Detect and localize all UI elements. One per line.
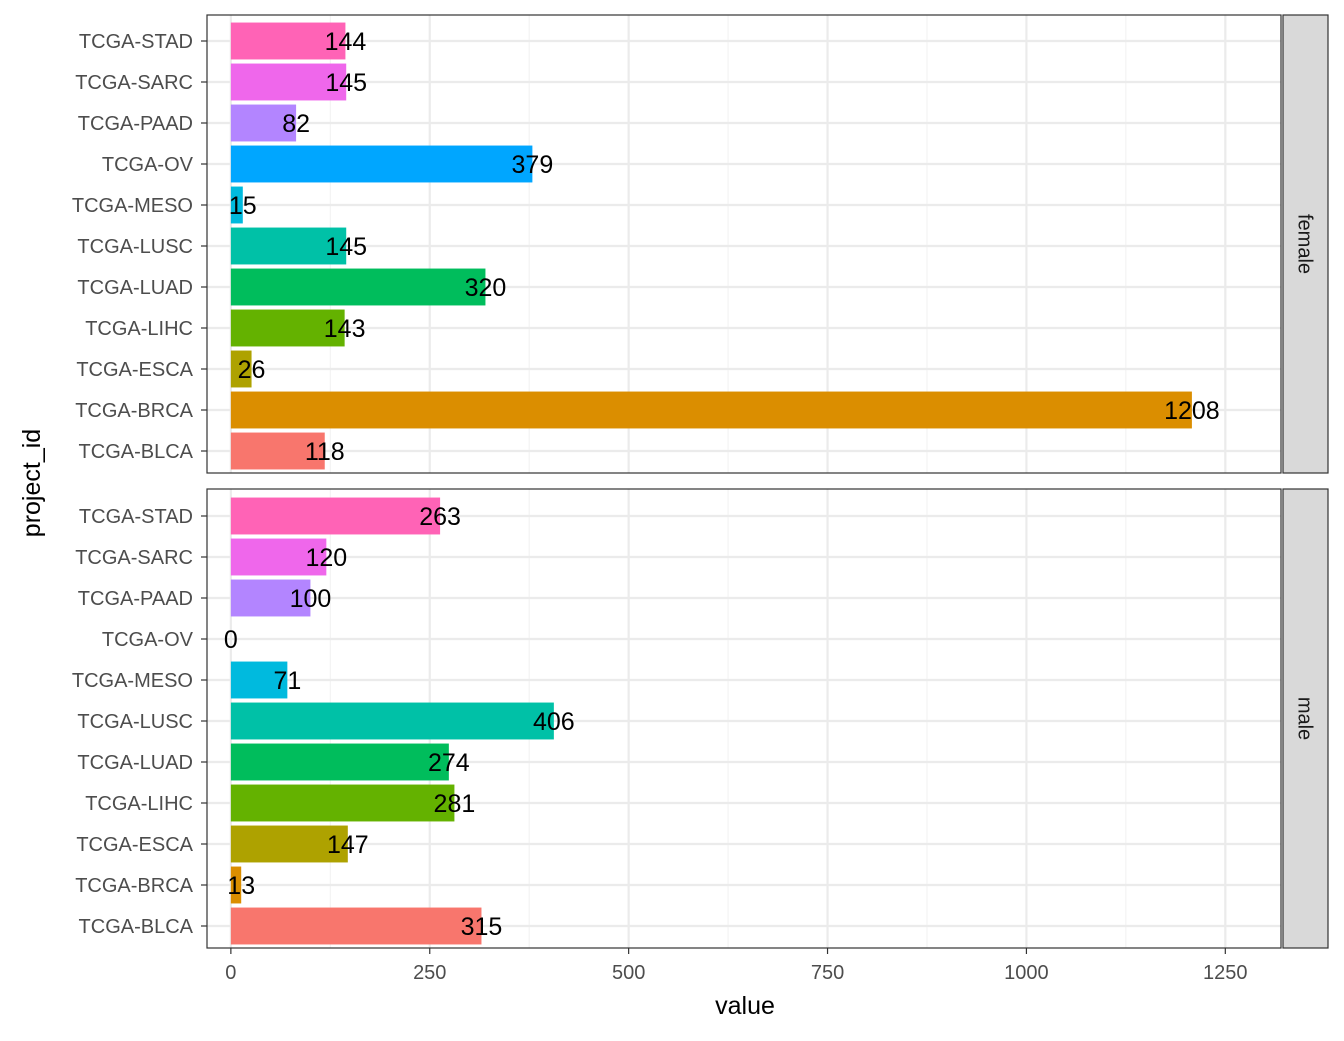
data-label: 1208 [1164,397,1220,425]
data-label: 82 [282,110,310,138]
x-tick-label: 1000 [1004,962,1049,984]
data-label: 100 [290,585,332,613]
y-tick-label: TCGA-BRCA [75,875,193,897]
bar [230,145,533,183]
y-tick-label: TCGA-ESCA [76,834,193,856]
data-label: 315 [461,913,503,941]
y-tick-label: TCGA-LUAD [77,277,193,299]
x-tick-label: 500 [612,962,645,984]
y-tick-label: TCGA-OV [102,629,194,651]
bar [230,702,554,740]
y-tick-label: TCGA-OV [102,154,194,176]
y-tick-label: TCGA-STAD [79,506,193,528]
data-label: 15 [229,192,257,220]
data-label: 379 [512,151,554,179]
data-label: 26 [238,356,266,384]
data-label: 13 [227,872,255,900]
bar [230,497,441,535]
y-axis-title: project_id [18,429,46,537]
data-label: 406 [533,708,575,736]
y-tick-label: TCGA-ESCA [76,359,193,381]
y-tick-label: TCGA-LIHC [85,793,193,815]
data-label: 144 [325,28,367,56]
facet-panel-female: 118 1208 26 143 320 145 15 379 82 145 144 female TCG… [72,14,1329,474]
bar [230,104,297,142]
y-tick-label: TCGA-PAAD [78,588,193,610]
bar [230,268,486,306]
data-label: 145 [325,233,367,261]
y-tick-label: TCGA-BLCA [79,916,194,938]
y-tick-label: TCGA-BRCA [75,400,193,422]
data-label: 143 [324,315,366,343]
bar [230,579,311,617]
facet-strip [1282,14,1329,474]
data-label: 281 [434,790,476,818]
data-label: 120 [305,544,347,572]
data-label: 147 [327,831,369,859]
bar [230,227,347,265]
y-tick-label: TCGA-BLCA [79,441,194,463]
y-tick-label: TCGA-LIHC [85,318,193,340]
y-tick-label: TCGA-MESO [72,670,193,692]
bar [230,186,243,224]
bar [230,309,345,347]
bar [230,391,1192,429]
bar [230,661,288,699]
data-label: 118 [305,438,345,466]
bar [230,22,346,60]
bar [230,743,449,781]
bar [230,825,348,863]
bar [230,538,327,576]
y-tick-label: TCGA-LUAD [77,752,193,774]
data-label: 263 [419,503,461,531]
y-tick-label: TCGA-LUSC [77,711,193,733]
bar [230,866,242,904]
data-label: 145 [325,69,367,97]
bar [230,907,482,945]
bar [230,63,347,101]
facet-label: female [1294,214,1316,274]
bar [230,432,325,470]
bar [230,350,252,388]
data-label: 71 [273,667,301,695]
y-tick-label: TCGA-SARC [75,547,193,569]
facet-panel-male: 315 13 147 281 274 406 71 0 100 120 263 male TCGA-BL… [72,488,1329,949]
data-label: 0 [224,626,238,654]
panel-border [206,488,1282,949]
x-tick-label: 250 [413,962,446,984]
x-tick-label: 0 [225,962,236,984]
data-label: 274 [428,749,470,777]
y-tick-label: TCGA-PAAD [78,113,193,135]
y-tick-label: TCGA-SARC [75,72,193,94]
y-tick-label: TCGA-MESO [72,195,193,217]
facet-label: male [1294,697,1316,740]
x-tick-label: 1250 [1203,962,1248,984]
data-label: 320 [465,274,507,302]
y-tick-label: TCGA-LUSC [77,236,193,258]
y-tick-label: TCGA-STAD [79,31,193,53]
x-tick-label: 750 [811,962,844,984]
x-axis-title: value [715,992,775,1020]
panel-border [206,14,1282,474]
bar [230,784,455,822]
facet-strip [1282,488,1329,949]
